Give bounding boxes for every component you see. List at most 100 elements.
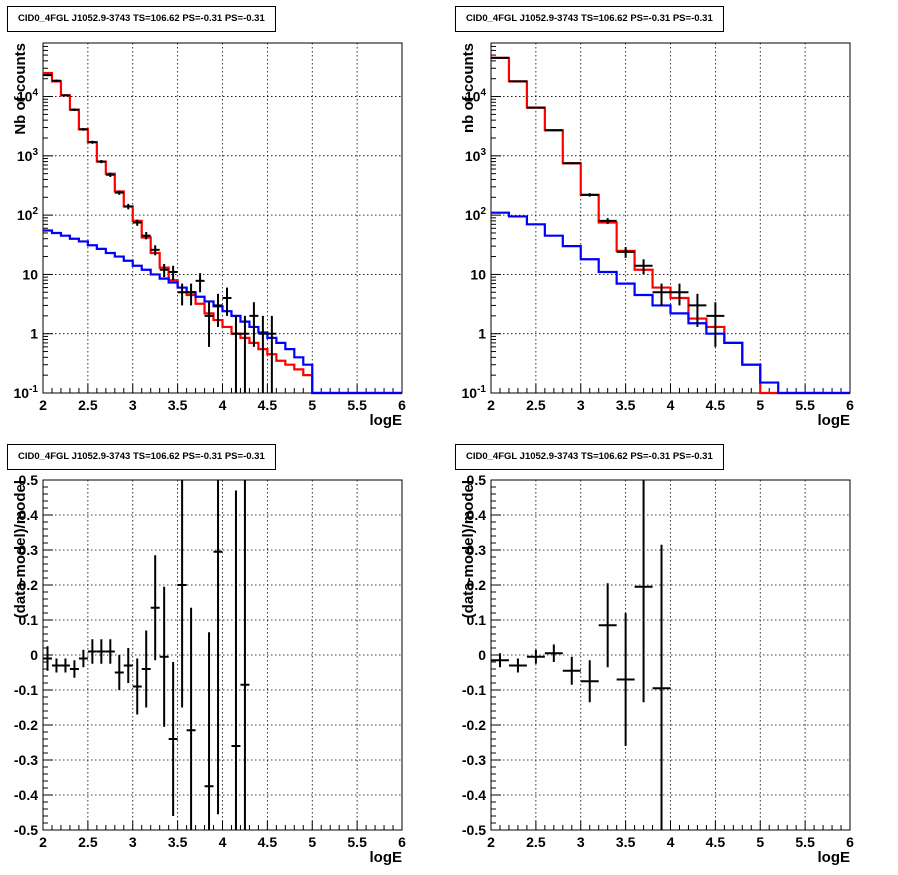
data-point <box>222 287 232 316</box>
y-tick-label: 102 <box>17 206 39 223</box>
x-axis-label: logE <box>370 412 403 429</box>
x-axis-label: logE <box>818 412 851 429</box>
data-point <box>60 658 70 673</box>
data-point <box>249 302 259 347</box>
y-tick-label: 10 <box>22 266 38 282</box>
data-point <box>123 203 133 210</box>
x-tick-label: 6 <box>846 397 854 413</box>
y-tick-label: -0.3 <box>14 752 38 768</box>
plot-panel-3: 2 2.5 3 3.5 4 4.5 5 5.5 6 -0.5 -0.4 -0.3 -0.2 -0.1 0 0.… <box>12 472 406 866</box>
data-point <box>132 219 142 226</box>
data-point <box>141 231 151 240</box>
data-point <box>177 480 187 708</box>
x-tick-label: 5.5 <box>795 397 815 413</box>
x-axis-label: logE <box>370 849 403 866</box>
data-point <box>177 283 187 306</box>
x-tick-label: 6 <box>398 834 406 850</box>
data-point <box>51 658 61 673</box>
y-tick-label: 0.4 <box>467 507 487 523</box>
data-point <box>526 106 545 109</box>
y-tick-label: 102 <box>465 206 487 223</box>
y-tick-label: 103 <box>17 147 39 164</box>
data-point <box>78 127 88 131</box>
y-tick-label: -0.1 <box>14 682 38 698</box>
data-point <box>141 630 151 708</box>
x-tick-label: 5.5 <box>795 834 815 850</box>
plot-panel-2: 2 2.5 3 3.5 4 4.5 5 5.5 6 10-1 1 10 102 103 104 logE nb … <box>460 42 854 429</box>
x-tick-label: 5 <box>756 397 764 413</box>
data-point <box>508 658 527 673</box>
data-point <box>168 662 178 816</box>
x-tick-label: 4 <box>219 834 227 850</box>
data-point <box>213 480 223 815</box>
data-point <box>580 660 599 703</box>
data-point <box>544 129 563 132</box>
y-tick-label: 0 <box>478 647 486 663</box>
plot-panel-1: 2 2.5 3 3.5 4 4.5 5 5.5 6 10-1 1 10 102 103 104 logE Nb … <box>12 42 406 429</box>
x-tick-label: 3.5 <box>168 834 188 850</box>
x-tick-label: 4 <box>667 834 675 850</box>
x-tick-label: 5.5 <box>347 397 367 413</box>
data-point <box>87 140 97 144</box>
y-tick-label: 0.2 <box>467 577 487 593</box>
y-tick-label: -0.2 <box>14 717 38 733</box>
x-tick-label: 6 <box>846 834 854 850</box>
y-tick-label: -0.4 <box>14 787 38 803</box>
series-line-1 <box>43 71 402 395</box>
data-point <box>204 632 214 830</box>
data-point <box>634 480 653 703</box>
data-point <box>69 108 79 112</box>
data-point <box>258 315 268 393</box>
x-tick-label: 3 <box>577 834 585 850</box>
title-panel-4: CID0_4FGL J1052.9-3743 TS=106.62 PS=-0.3… <box>455 444 724 470</box>
data-point <box>562 656 581 685</box>
y-axis-label: nb of counts <box>460 43 477 133</box>
y-tick-label: 0 <box>30 647 38 663</box>
y-tick-label: 10 <box>470 266 486 282</box>
y-tick-label: 104 <box>465 88 487 105</box>
data-point <box>159 586 169 727</box>
data-point <box>634 259 653 275</box>
x-tick-label: 4 <box>667 397 675 413</box>
x-tick-label: 6 <box>398 397 406 413</box>
data-point <box>580 193 599 197</box>
plot-panel-4: 2 2.5 3 3.5 4 4.5 5 5.5 6 -0.5 -0.4 -0.3 -0.2 -0.1 0 0.… <box>460 472 854 866</box>
title-panel-3: CID0_4FGL J1052.9-3743 TS=106.62 PS=-0.3… <box>7 444 276 470</box>
y-tick-label: -0.5 <box>462 822 486 838</box>
data-point <box>598 583 617 668</box>
x-tick-label: 2 <box>39 397 47 413</box>
y-axis-label: (data-model)/model <box>460 480 477 618</box>
y-tick-label: -0.4 <box>462 787 486 803</box>
y-axis-label: Nb of counts <box>12 43 29 135</box>
data-point <box>231 315 241 393</box>
x-tick-label: 2 <box>487 397 495 413</box>
data-point <box>150 555 160 661</box>
x-tick-label: 3 <box>129 834 137 850</box>
data-point <box>69 660 79 678</box>
x-tick-label: 4.5 <box>706 834 726 850</box>
y-axis-label: (data-model)/model <box>12 480 29 618</box>
y-tick-label: 0.1 <box>19 612 39 628</box>
data-point <box>231 490 241 830</box>
data-point <box>51 79 61 82</box>
x-tick-label: 2 <box>39 834 47 850</box>
x-tick-label: 2 <box>487 834 495 850</box>
x-tick-label: 4.5 <box>258 834 278 850</box>
x-tick-label: 2.5 <box>78 834 98 850</box>
data-point <box>508 80 527 83</box>
data-point <box>43 646 52 671</box>
data-point <box>688 293 707 327</box>
y-tick-label: 104 <box>17 88 39 105</box>
x-tick-label: 2.5 <box>526 397 546 413</box>
x-tick-label: 4.5 <box>258 397 278 413</box>
x-tick-label: 5 <box>308 397 316 413</box>
y-tick-label: 1 <box>478 326 486 342</box>
data-point <box>96 160 106 164</box>
data-point <box>652 283 671 306</box>
data-point <box>114 190 124 195</box>
series-line-2 <box>43 229 402 395</box>
data-point <box>544 644 563 662</box>
x-tick-label: 2.5 <box>526 834 546 850</box>
data-point <box>598 218 617 224</box>
data-point <box>195 273 205 293</box>
